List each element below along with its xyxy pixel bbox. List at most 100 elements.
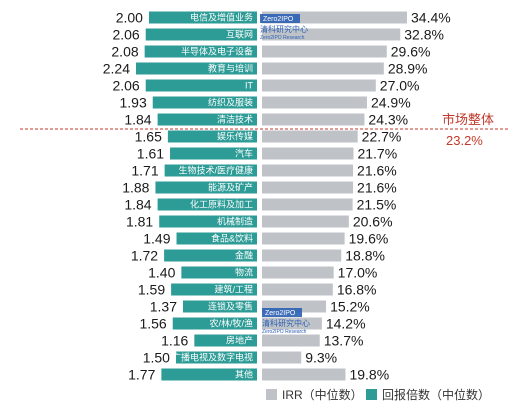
irr-value-label: 19.6% (349, 231, 389, 247)
irr-bar (262, 368, 346, 381)
irr-value-label: 19.8% (349, 367, 389, 383)
irr-value-label: 9.3% (305, 350, 337, 366)
multiple-value-label: 1.77 (128, 367, 155, 383)
category-label: 其他 (235, 369, 253, 380)
irr-bar (262, 113, 365, 126)
category-label: 食品&饮料 (211, 233, 253, 244)
irr-bar (262, 96, 367, 109)
market-overall-label: 市场整体 (442, 112, 494, 127)
irr-bar (262, 283, 333, 296)
multiple-bar (157, 113, 257, 126)
irr-value-label: 17.0% (338, 265, 378, 281)
watermark-name: 清科研究中心 (262, 318, 310, 328)
irr-bar (262, 45, 387, 58)
market-overall-reference: 市场整体 23.2% (20, 112, 510, 148)
multiple-bar (182, 300, 257, 313)
irr-value-label: 15.2% (330, 299, 370, 315)
category-label: 电信及增值业务 (190, 12, 253, 23)
multiple-value-label: 1.61 (137, 146, 164, 162)
irr-bar (262, 130, 358, 143)
multiple-value-label: 1.56 (139, 316, 166, 332)
irr-value-label: 34.4% (411, 10, 451, 26)
multiple-value-label: 1.81 (126, 214, 153, 230)
category-label: 汽车 (235, 148, 253, 159)
multiple-bar (164, 249, 257, 262)
category-label: 半导体及电子设备 (181, 46, 253, 57)
irr-value-label: 21.5% (357, 197, 397, 213)
irr-bar (262, 28, 401, 41)
irr-value-label: 24.9% (371, 95, 411, 111)
irr-value-label: 28.9% (388, 61, 428, 77)
multiple-value-label: 1.65 (135, 129, 162, 145)
multiple-value-label: 2.24 (103, 61, 130, 77)
irr-bar (262, 181, 354, 194)
multiple-value-label: 1.37 (150, 299, 177, 315)
watermark-sub: Zero2IPO Research (260, 35, 305, 41)
legend-label-irr: IRR（中位数） (282, 387, 363, 402)
irr-bar (262, 317, 322, 330)
irr-value-label: 21.7% (357, 146, 397, 162)
category-label: 广播电视及数字电视 (172, 352, 253, 363)
irr-value-label: 22.7% (362, 129, 402, 145)
irr-bar (262, 62, 384, 75)
irr-value-label: 20.6% (353, 214, 393, 230)
category-label: 教育与培训 (208, 63, 253, 74)
bars-group: 电信及增值业务 2.00 34.4% 互联网 2.06 32.8% 半导体及电子设备 2.08… (103, 10, 451, 383)
category-label: 能源及矿产 (208, 182, 253, 193)
legend-swatch-irr (266, 389, 277, 400)
watermark-brand: Zero2IPO (263, 16, 294, 23)
multiple-bar (136, 62, 257, 75)
multiple-bar (148, 11, 257, 24)
multiple-value-label: 1.84 (124, 112, 151, 128)
watermark-brand: Zero2IPO (265, 310, 296, 317)
category-label: 互联网 (226, 30, 253, 40)
irr-value-label: 27.0% (380, 78, 420, 94)
multiple-value-label: 1.93 (119, 95, 146, 111)
multiple-bar (167, 130, 257, 143)
irr-bar (262, 249, 342, 262)
multiple-value-label: 1.59 (138, 282, 165, 298)
multiple-bar (145, 28, 257, 41)
category-label: 物流 (235, 267, 253, 278)
multiple-value-label: 1.71 (131, 163, 158, 179)
multiple-bar (194, 334, 257, 347)
multiple-value-label: 1.40 (148, 265, 175, 281)
category-label: 纺织及服装 (208, 97, 253, 108)
multiple-bar (145, 79, 257, 92)
multiple-value-label: 2.06 (112, 27, 139, 43)
irr-bar (262, 215, 349, 228)
category-label: 化工原料及加工 (190, 199, 253, 210)
watermark-logo-icon (262, 308, 302, 317)
multiple-bar (155, 181, 257, 194)
multiple-value-label: 2.00 (116, 10, 143, 26)
category-label: 房地产 (226, 335, 253, 346)
irr-value-label: 29.6% (391, 44, 431, 60)
multiple-bar (171, 283, 257, 296)
multiple-bar (176, 232, 257, 245)
category-label: 生物技术/医疗健康 (178, 165, 253, 176)
category-label: 连锁及零售 (208, 301, 253, 312)
legend-swatch-multiple (366, 389, 377, 400)
irr-value-label: 32.8% (404, 27, 444, 43)
category-label: 娱乐传媒 (217, 131, 253, 142)
category-label: 金融 (235, 250, 253, 261)
legend: IRR（中位数） 回报倍数（中位数） (266, 387, 490, 402)
multiple-bar (164, 164, 257, 177)
watermark-logo-icon (260, 14, 300, 23)
irr-bar (262, 198, 353, 211)
multiple-bar (159, 215, 257, 228)
irr-value-label: 14.2% (326, 316, 366, 332)
multiple-value-label: 2.06 (112, 78, 139, 94)
multiple-bar (170, 147, 257, 160)
irr-bar (262, 164, 354, 177)
irr-bar (262, 351, 302, 364)
market-overall-value: 23.2% (446, 133, 483, 148)
irr-bar (262, 266, 334, 279)
irr-value-label: 16.8% (337, 282, 377, 298)
multiple-value-label: 1.72 (131, 248, 158, 264)
irr-bar (262, 79, 376, 92)
multiple-bar (152, 96, 257, 109)
irr-value-label: 21.6% (357, 163, 397, 179)
